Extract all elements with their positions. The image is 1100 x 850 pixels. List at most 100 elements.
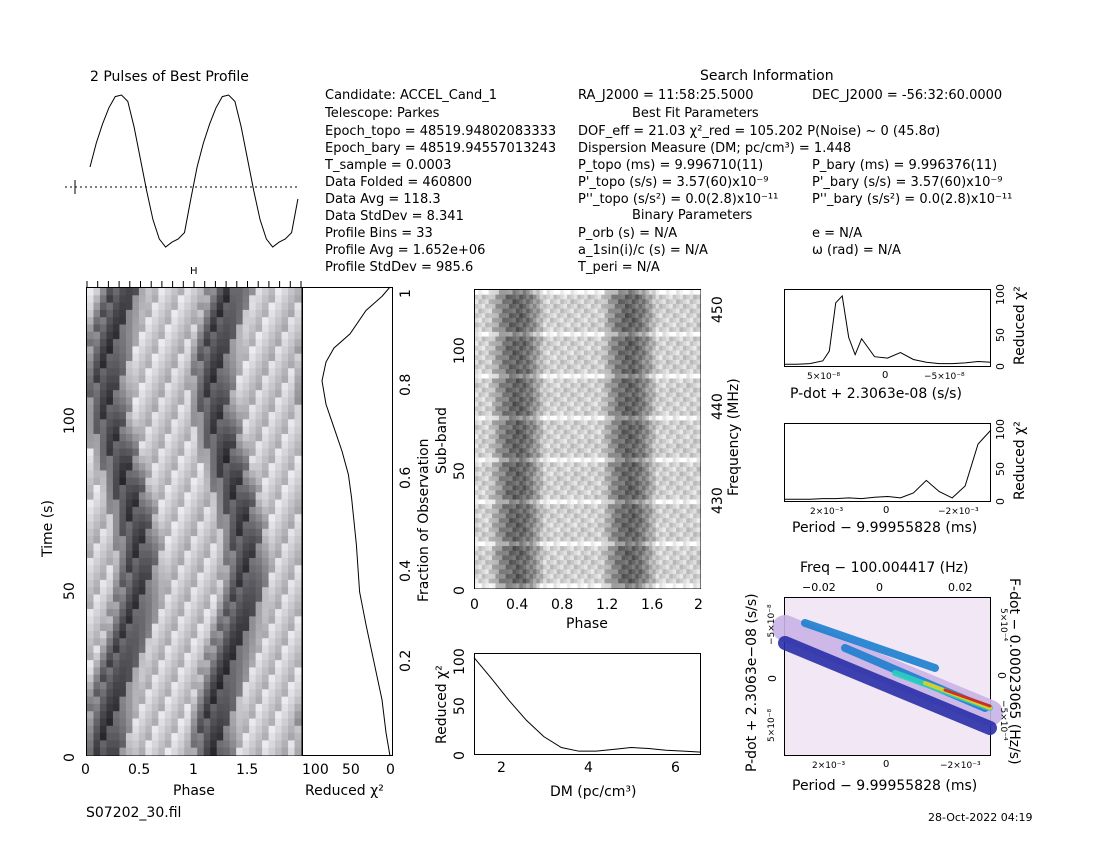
time-phase-cell bbox=[151, 550, 159, 559]
time-phase-cell bbox=[177, 550, 185, 559]
subband-cell bbox=[665, 355, 670, 361]
time-phase-cell bbox=[151, 412, 159, 420]
subband-cell bbox=[532, 387, 537, 393]
subband-cell bbox=[529, 294, 534, 300]
subband-cell bbox=[628, 466, 633, 473]
time-phase-cell bbox=[216, 477, 224, 486]
subband-cell bbox=[621, 420, 626, 426]
time-phase-cell bbox=[190, 674, 198, 683]
time-phase-cell bbox=[262, 455, 270, 464]
time-phase-cell bbox=[229, 433, 237, 442]
subband-cell bbox=[553, 397, 558, 403]
time-phase-cell bbox=[190, 528, 198, 537]
subband-cell bbox=[498, 480, 503, 487]
time-phase-cell bbox=[158, 324, 166, 333]
time-phase-cell bbox=[177, 506, 185, 515]
time-phase-cell bbox=[268, 360, 276, 369]
subband-cell bbox=[682, 369, 687, 375]
subband-cell bbox=[601, 383, 606, 389]
subband-cell bbox=[625, 369, 629, 375]
subband-cell bbox=[597, 392, 602, 398]
subband-cell bbox=[550, 378, 554, 384]
time-phase-cell bbox=[125, 485, 133, 493]
subband-cell bbox=[556, 369, 561, 375]
time-phase-cell bbox=[138, 375, 146, 384]
subband-cell bbox=[645, 364, 650, 370]
subband-cell bbox=[570, 359, 575, 365]
time-phase-cell bbox=[132, 339, 140, 347]
time-phase-cell bbox=[151, 433, 159, 442]
subband-cell bbox=[689, 466, 694, 473]
subband-cell bbox=[556, 290, 561, 296]
time-phase-cell bbox=[229, 339, 237, 347]
subband-cell bbox=[607, 378, 612, 384]
subband-cell bbox=[625, 355, 629, 361]
time-phase-cell bbox=[132, 696, 140, 705]
subband-cell bbox=[509, 434, 513, 440]
subband-cell bbox=[645, 448, 650, 454]
subband-cell bbox=[696, 345, 701, 352]
subband-cell bbox=[665, 359, 670, 365]
subband-cell bbox=[628, 364, 633, 370]
subband-cell bbox=[601, 364, 606, 370]
subband-cell bbox=[594, 294, 599, 300]
subband-cell bbox=[580, 322, 585, 328]
time-phase-cell bbox=[288, 288, 296, 296]
subband-cell bbox=[550, 359, 554, 365]
time-phase-cell bbox=[119, 543, 127, 552]
time-phase-cell bbox=[132, 382, 140, 391]
time-phase-cell bbox=[294, 543, 302, 552]
time-phase-cell bbox=[275, 645, 283, 654]
subband-cell bbox=[659, 336, 663, 342]
time-phase-cell bbox=[132, 492, 140, 501]
time-phase-cell bbox=[184, 463, 192, 471]
subband-cell bbox=[584, 350, 588, 356]
time-phase-cell bbox=[93, 682, 101, 690]
time-phase-cell bbox=[255, 623, 263, 632]
subband-cell bbox=[522, 327, 527, 333]
subband-cell bbox=[631, 313, 636, 319]
time-chi2-frame bbox=[302, 287, 393, 756]
time-phase-cell bbox=[184, 572, 192, 581]
subband-cell bbox=[492, 448, 496, 454]
time-phase-cell bbox=[190, 609, 198, 617]
subband-cell bbox=[522, 425, 527, 431]
time-phase-cell bbox=[210, 448, 218, 457]
subband-cell bbox=[522, 471, 527, 477]
subband-cell bbox=[665, 434, 670, 440]
subband-cell bbox=[676, 439, 681, 445]
subband-cell bbox=[696, 303, 701, 310]
subband-cell bbox=[567, 387, 571, 393]
subband-cell bbox=[478, 359, 483, 365]
subband-cell bbox=[614, 439, 619, 445]
time-phase-cell bbox=[255, 309, 263, 318]
subband-cell bbox=[642, 392, 646, 398]
time-phase-cell bbox=[177, 740, 185, 749]
subband-cell bbox=[505, 364, 510, 370]
subband-cell bbox=[625, 373, 629, 379]
subband-cell bbox=[584, 485, 588, 491]
time-phase-cell bbox=[99, 485, 107, 493]
subband-cell bbox=[645, 466, 650, 473]
time-phase-cell bbox=[294, 609, 302, 617]
subband-cell bbox=[611, 303, 616, 310]
time-phase-cell bbox=[112, 485, 120, 493]
subband-cell bbox=[618, 471, 623, 477]
time-phase-cell bbox=[177, 616, 185, 625]
time-phase-cell bbox=[268, 536, 276, 544]
subband-cell bbox=[556, 373, 561, 379]
subband-cell bbox=[652, 331, 657, 338]
subband-cell bbox=[563, 373, 568, 379]
time-phase-cell bbox=[164, 528, 172, 537]
time-phase-cell bbox=[112, 543, 120, 552]
subband-cell bbox=[672, 457, 677, 463]
subband-cell bbox=[631, 462, 636, 468]
time-phase-cell bbox=[242, 696, 250, 705]
subband-cell bbox=[512, 485, 517, 491]
subband-cell bbox=[488, 322, 493, 328]
time-phase-cell bbox=[216, 711, 224, 720]
subband-cell bbox=[556, 429, 561, 435]
time-phase-cell bbox=[177, 718, 185, 727]
time-phase-cell bbox=[268, 485, 276, 493]
time-phase-cell bbox=[99, 360, 107, 369]
